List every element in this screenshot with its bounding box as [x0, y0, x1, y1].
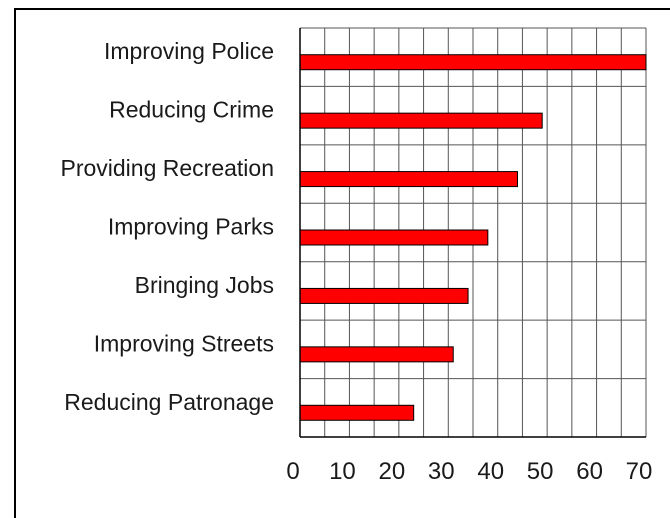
bar	[299, 229, 489, 246]
category-label: Improving Parks	[108, 214, 274, 240]
category-label: Reducing Crime	[109, 97, 274, 123]
category-label: Improving Police	[104, 38, 274, 64]
x-tick-label: 20	[379, 458, 406, 485]
x-tick-label: 0	[286, 458, 299, 485]
bars	[299, 54, 647, 421]
x-tick-label: 30	[428, 458, 455, 485]
category-labels: Improving Police Reducing Crime Providing …	[60, 38, 274, 415]
x-tick-label: 10	[329, 458, 356, 485]
category-label: Improving Streets	[94, 330, 274, 356]
bar	[299, 54, 647, 71]
tick-labels: 0 10 20 30 40 50 60 70	[286, 458, 652, 485]
axes	[299, 28, 646, 438]
category-label: Providing Recreation	[60, 155, 274, 181]
x-tick-label: 50	[527, 458, 554, 485]
x-tick-label: 40	[477, 458, 504, 485]
x-tick-label: 60	[576, 458, 603, 485]
bar	[299, 287, 469, 304]
chart-frame	[14, 8, 670, 518]
bar	[299, 171, 518, 188]
bar	[299, 346, 454, 363]
category-label: Bringing Jobs	[135, 272, 274, 298]
bar	[299, 112, 543, 129]
category-label: Reducing Patronage	[64, 389, 274, 415]
bar	[299, 404, 415, 421]
x-tick-label: 70	[626, 458, 653, 485]
